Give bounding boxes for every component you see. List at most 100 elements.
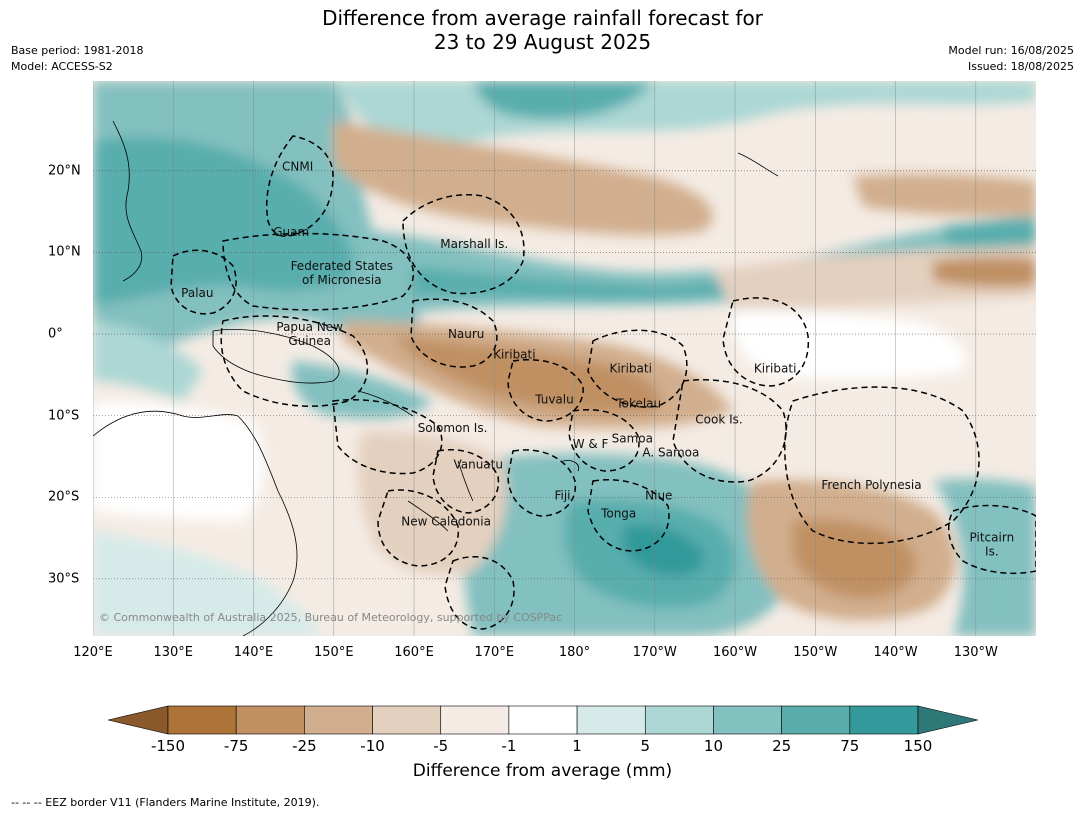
lon-tick-label-2: 140°E	[233, 645, 274, 660]
colorbar-tick-label-4: -5	[433, 737, 449, 755]
place-label-6: Nauru	[448, 327, 484, 341]
coastlines	[93, 120, 779, 636]
place-label-1: Guam	[273, 225, 309, 239]
wet-itcz-core	[413, 266, 783, 300]
colorbar-tick-label-10: 75	[840, 737, 860, 755]
colorbar-tick-label-11: 150	[903, 737, 933, 755]
lon-tick-label-10: 140°W	[873, 645, 918, 660]
rainfall-anomaly-map: CNMI Guam Marshall Is. Federated States of M…	[93, 81, 1036, 636]
colorbar-tick-label-0: -150	[150, 737, 186, 755]
colorbar-swatch-0	[107, 705, 169, 735]
coast-australia	[93, 410, 298, 636]
lon-tick-label-4: 160°E	[394, 645, 434, 660]
eez-samoa-tokelau	[568, 409, 640, 472]
colorbar-tick-label-9: 25	[772, 737, 792, 755]
colorbar-swatch-9	[713, 705, 782, 735]
place-label-2: Marshall Is.	[440, 237, 508, 251]
place-label-3: Federated States of Micronesia	[291, 259, 393, 287]
dry-equatorial-core	[393, 336, 661, 413]
lon-tick-label-11: 130°W	[953, 645, 998, 660]
eez-pitcairn	[947, 504, 1036, 575]
run-info: Model run: 16/08/2025 Issued: 18/08/2025	[948, 43, 1074, 75]
colorbar-swatch-10	[781, 705, 851, 735]
eez-marshall	[402, 194, 525, 295]
coast-philippines	[112, 120, 143, 282]
lat-tick-label-2: 0°	[48, 326, 63, 342]
coast-new-guinea	[212, 329, 340, 384]
colorbar-swatch-3	[304, 705, 373, 735]
place-label-16: A. Samoa	[642, 445, 699, 459]
lat-tick-label-4: 20°S	[48, 489, 80, 505]
eez-footnote: -- -- -- EEZ border V11 (Flanders Marine…	[11, 796, 320, 809]
map-title: Difference from average rainfall forecas…	[0, 6, 1085, 54]
eez-vanuatu	[432, 449, 500, 514]
place-label-22: New Caledonia	[401, 515, 491, 529]
colorbar-swatch-5	[440, 705, 510, 735]
lat-tick-label-3: 10°S	[48, 408, 80, 424]
lon-tick-label-9: 150°W	[793, 645, 838, 660]
eez-nauru-kiribati	[410, 298, 498, 368]
model-run-date: Model run: 16/08/2025	[948, 44, 1074, 57]
neutral-australia	[93, 401, 264, 521]
wet-east-core	[943, 219, 1036, 253]
place-labels: CNMI Guam Marshall Is. Federated States of M…	[181, 160, 1014, 559]
coast-vanuatu	[457, 460, 474, 502]
colorbar-tick-label-3: -10	[360, 737, 385, 755]
wet-south-west-coast	[93, 321, 203, 401]
issued-date: Issued: 18/08/2025	[967, 60, 1074, 73]
wet-top-core	[473, 81, 653, 120]
lon-tick-label-7: 170°W	[632, 645, 677, 660]
place-label-23: Pitcairn Is.	[970, 531, 1015, 559]
colorbar	[107, 705, 979, 735]
model-info: Base period: 1981-2018 Model: ACCESS-S2	[11, 43, 143, 75]
eez-tuvalu	[507, 359, 584, 422]
eez-micronesia	[222, 232, 414, 311]
eez-cnmi-guam	[266, 135, 334, 237]
colorbar-tick-label-2: -25	[292, 737, 317, 755]
base-period: Base period: 1981-2018	[11, 44, 144, 57]
colorbar-swatch-6	[508, 705, 578, 735]
colorbar-swatch-1	[167, 705, 237, 735]
colorbar-tick-label-7: 5	[640, 737, 651, 755]
place-label-18: French Polynesia	[821, 478, 921, 492]
place-label-15: W & F	[573, 437, 609, 451]
place-label-10: Tuvalu	[534, 392, 574, 406]
place-label-21: Tonga	[600, 507, 636, 521]
place-label-0: CNMI	[282, 160, 313, 174]
anomaly-field	[93, 81, 1036, 636]
colorbar-tick-label-5: -1	[501, 737, 517, 755]
wet-north-west-core	[93, 137, 363, 306]
eez-tonga-niue	[587, 479, 670, 552]
place-label-11: Tokelau	[615, 396, 661, 410]
dry-south-east-core	[793, 519, 916, 599]
colorbar-swatch-2	[235, 705, 305, 735]
coast-hawaii	[737, 152, 779, 177]
eez-cook-is	[672, 379, 787, 483]
dry-north-east	[853, 173, 1036, 216]
eez-new-caledonia	[377, 489, 459, 567]
model-name: Model: ACCESS-S2	[11, 60, 113, 73]
wet-solomon-sea	[292, 361, 433, 419]
lat-tick-label-5: 30°S	[48, 571, 80, 587]
place-label-13: Solomon Is.	[418, 421, 488, 435]
place-label-19: Fiji	[554, 489, 570, 503]
eez-french-polynesia	[784, 386, 980, 545]
colorbar-swatch-4	[372, 705, 442, 735]
lon-tick-label-1: 130°E	[153, 645, 194, 660]
place-label-8: Kiribati	[609, 361, 651, 375]
colorbar-swatch-11	[849, 705, 919, 735]
copyright-notice: © Commonwealth of Australia 2025, Bureau…	[99, 611, 562, 624]
eez-png	[220, 315, 369, 407]
lon-tick-label-8: 160°W	[712, 645, 758, 660]
colorbar-title: Difference from average (mm)	[412, 761, 673, 781]
place-label-4: Palau	[181, 286, 213, 300]
neutral-central-east	[732, 310, 966, 380]
lon-tick-label-6: 180°	[558, 645, 591, 660]
colorbar-tick-label-1: -75	[223, 737, 249, 755]
coast-fiji	[562, 460, 580, 472]
dry-north-central	[333, 121, 714, 236]
title-line-2: 23 to 29 August 2025	[433, 30, 652, 54]
wet-south-east	[933, 478, 1036, 636]
place-label-17: Vanuatu	[453, 458, 503, 472]
dry-band-east-core	[933, 256, 1036, 288]
